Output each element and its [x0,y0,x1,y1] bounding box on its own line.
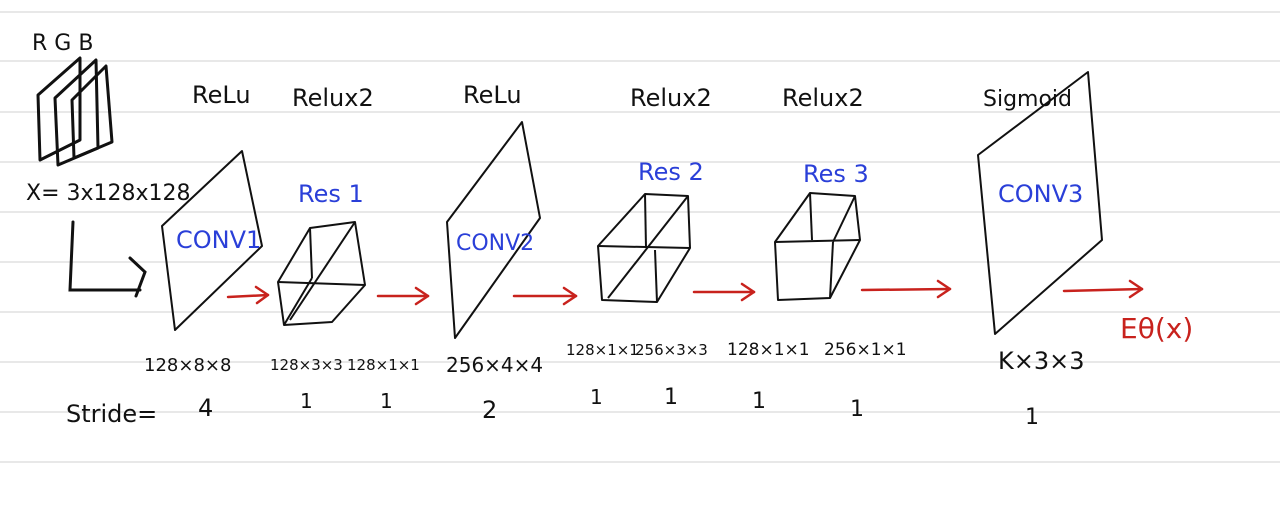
arrow-conv3-to-output [1062,279,1144,299]
conv3-label: CONV3 [998,180,1083,208]
channel-plane-r [36,56,82,162]
stride-res1-a: 1 [300,389,313,413]
kernel-size-res1-b: 128×1×1 [347,356,420,374]
rgb-channel-stack [36,56,114,167]
stride-res3-b: 1 [850,397,864,422]
conv3-plane [977,71,1103,335]
stride-res1-b: 1 [380,389,393,413]
conv1-plane [161,150,263,331]
stride-conv1: 4 [198,394,213,422]
kernel-size-res2-a: 128×1×1 [566,341,639,359]
res2-cube [597,193,691,303]
activation-label-res1: Relux2 [292,84,374,112]
conv1-label: CONV1 [176,226,261,254]
res1-label: Res 1 [298,180,364,208]
arrow-res3-to-conv3 [860,279,952,299]
res2-block: Res 2 [597,158,704,303]
stride-res2-b: 1 [664,385,678,410]
stride-res3-a: 1 [752,389,766,414]
res3-label: Res 3 [803,160,869,188]
kernel-size-conv2: 256×4×4 [446,353,543,377]
stride-conv3: 1 [1025,405,1039,430]
conv1-block: CONV1 [161,150,263,331]
res1-block: Res 1 [277,180,366,326]
activation-label-conv2: ReLu [463,81,522,109]
stride-label: Stride= [66,400,157,428]
kernel-size-conv1: 128×8×8 [144,355,231,376]
kernel-size-res2-b: 256×3×3 [635,341,708,359]
res3-block: Res 3 [774,160,869,301]
conv2-block: CONV2 [446,121,541,339]
flow-arrows [226,279,1144,306]
kernel-size-conv3: K×3×3 [998,347,1085,375]
conv3-block: CONV3 [977,71,1103,335]
arrow-res1-to-conv2 [376,286,430,306]
kernel-size-res3-a: 128×1×1 [727,340,810,360]
kernel-size-res1-a: 128×3×3 [270,356,343,374]
activation-label-res2: Relux2 [630,84,712,112]
res2-label: Res 2 [638,158,704,186]
input-arrow [68,220,147,298]
rgb-label: R G B [32,31,93,56]
activation-label-conv1: ReLu [192,81,251,109]
kernel-size-res3-b: 256×1×1 [824,340,907,360]
channel-plane-b [70,64,114,160]
arrow-res2-to-res3 [692,282,756,302]
arrow-conv1-to-res1 [226,285,270,305]
res1-cube [277,221,366,326]
ruled-lines [0,11,1280,463]
activation-label-res3: Relux2 [782,84,864,112]
arrow-conv2-to-res2 [512,286,578,306]
conv2-label: CONV2 [456,231,534,256]
output-label: Eθ(x) [1120,312,1193,345]
activation-label-conv3: Sigmoid [983,87,1072,112]
res3-cube [774,192,861,301]
conv2-plane [446,121,541,339]
input-shape-label: X= 3x128x128 [26,181,191,206]
stride-conv2: 2 [482,396,497,424]
stride-res2-a: 1 [590,385,603,409]
